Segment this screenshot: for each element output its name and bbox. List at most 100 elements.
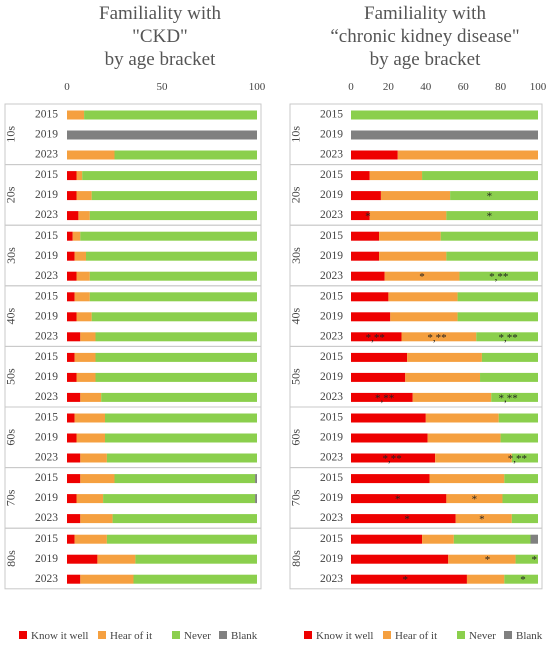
bar-segment-know-it-well	[67, 332, 81, 342]
bar-segment-never	[105, 433, 257, 443]
bar-segment-know-it-well	[351, 534, 423, 544]
legend-label: Blank	[231, 630, 258, 642]
bar-segment-know-it-well	[351, 372, 406, 382]
bar-segment-hear-of-it	[80, 453, 107, 463]
bar-segment-never	[114, 150, 257, 160]
bar-segment-hear-of-it	[466, 574, 505, 584]
bar-segment-know-it-well	[351, 251, 380, 261]
year-label: 2015	[35, 533, 58, 545]
bar-segment-hear-of-it	[76, 191, 92, 201]
bar-segment-hear-of-it	[448, 554, 516, 564]
year-label: 2019	[320, 129, 343, 141]
bar-segment-never	[504, 574, 538, 584]
group-label: 40s	[4, 307, 18, 324]
bar-segment-hear-of-it	[422, 534, 454, 544]
group-label: 40s	[289, 307, 303, 324]
bar-segment-hear-of-it	[80, 474, 115, 484]
year-label: 2019	[320, 371, 343, 383]
bar-segment-never	[95, 372, 257, 382]
bar-segment-know-it-well	[351, 474, 430, 484]
bar-segment-hear-of-it	[427, 433, 501, 443]
bar-segment-hear-of-it	[405, 372, 481, 382]
bar-segment-know-it-well	[351, 352, 408, 362]
group-label: 70s	[289, 489, 303, 506]
bar-segment-never	[80, 231, 257, 241]
bar-segment-never	[422, 171, 538, 181]
bar-segment-hear-of-it	[407, 352, 482, 362]
bar-segment-never	[133, 574, 257, 584]
year-label: 2023	[35, 573, 58, 585]
bar-segment-know-it-well	[351, 271, 385, 281]
bar-segment-know-it-well	[67, 211, 79, 221]
x-tick-label: 50	[157, 81, 169, 93]
year-label: 2023	[35, 330, 58, 342]
bar-segment-know-it-well	[351, 574, 467, 584]
significance-marker: *	[487, 211, 493, 223]
year-label: 2023	[35, 209, 58, 221]
bar-segment-never	[95, 352, 257, 362]
bar-segment-know-it-well	[351, 171, 370, 181]
year-label: 2015	[35, 169, 58, 181]
bar-segment-never	[105, 413, 257, 423]
year-label: 2023	[320, 270, 343, 282]
legend-label: Never	[184, 630, 211, 642]
chart-0: 0 50 100 10s 2015 2019 2023 20s 2015 2019 2023 30s 2…	[4, 81, 266, 642]
bar-segment-know-it-well	[351, 433, 428, 443]
bar-segment-hear-of-it	[74, 292, 90, 302]
bar-segment-know-it-well	[67, 413, 75, 423]
bar-segment-never	[82, 171, 257, 181]
bar-segment-hear-of-it	[97, 554, 136, 564]
bar-segment-know-it-well	[351, 453, 436, 463]
year-label: 2019	[320, 310, 343, 322]
year-label: 2015	[35, 351, 58, 363]
bar-segment-hear-of-it	[446, 494, 503, 504]
bar-segment-never	[515, 554, 538, 564]
x-tick-label: 0	[64, 81, 70, 93]
group-label: 60s	[289, 429, 303, 446]
legend-swatch	[383, 631, 391, 639]
bar-segment-hear-of-it	[74, 413, 105, 423]
bar-segment-never	[457, 312, 538, 322]
significance-marker: *	[485, 554, 491, 566]
bar-segment-hear-of-it	[435, 453, 512, 463]
significance-marker: *	[365, 211, 371, 223]
bar-segment-blank	[530, 534, 538, 544]
year-label: 2015	[320, 290, 343, 302]
bar-segment-know-it-well	[67, 231, 73, 241]
bar-segment-hear-of-it	[78, 211, 90, 221]
legend-swatch	[19, 631, 27, 639]
bar-segment-hear-of-it	[67, 110, 85, 120]
bar-segment-know-it-well	[351, 191, 381, 201]
bar-segment-never	[101, 392, 257, 402]
year-label: 2019	[35, 492, 58, 504]
year-label: 2015	[320, 230, 343, 242]
bar-segment-never	[106, 534, 258, 544]
bar-segment-know-it-well	[351, 150, 398, 160]
bar-segment-never	[114, 474, 256, 484]
legend-label: Know it well	[316, 630, 373, 642]
bar-segment-know-it-well	[67, 514, 81, 524]
year-label: 2023	[320, 512, 343, 524]
group-band	[4, 527, 262, 590]
bar-segment-hear-of-it	[76, 271, 90, 281]
significance-marker: *,**	[489, 271, 508, 283]
bar-segment-never	[89, 271, 257, 281]
legend-swatch	[504, 631, 512, 639]
group-label: 10s	[289, 126, 303, 143]
year-label: 2019	[35, 129, 58, 141]
bar-segment-hear-of-it	[80, 514, 113, 524]
group-label: 10s	[4, 126, 18, 143]
bar-segment-know-it-well	[67, 574, 81, 584]
bar-segment-never	[500, 433, 538, 443]
bar-segment-hear-of-it	[72, 231, 81, 241]
bar-segment-never	[511, 514, 538, 524]
year-label: 2023	[320, 330, 343, 342]
group-label: 60s	[4, 429, 18, 446]
significance-marker: *,**	[498, 392, 517, 404]
bar-segment-know-it-well	[351, 554, 449, 564]
year-label: 2019	[35, 553, 58, 565]
legend-swatch	[304, 631, 312, 639]
bar-segment-know-it-well	[351, 413, 426, 423]
